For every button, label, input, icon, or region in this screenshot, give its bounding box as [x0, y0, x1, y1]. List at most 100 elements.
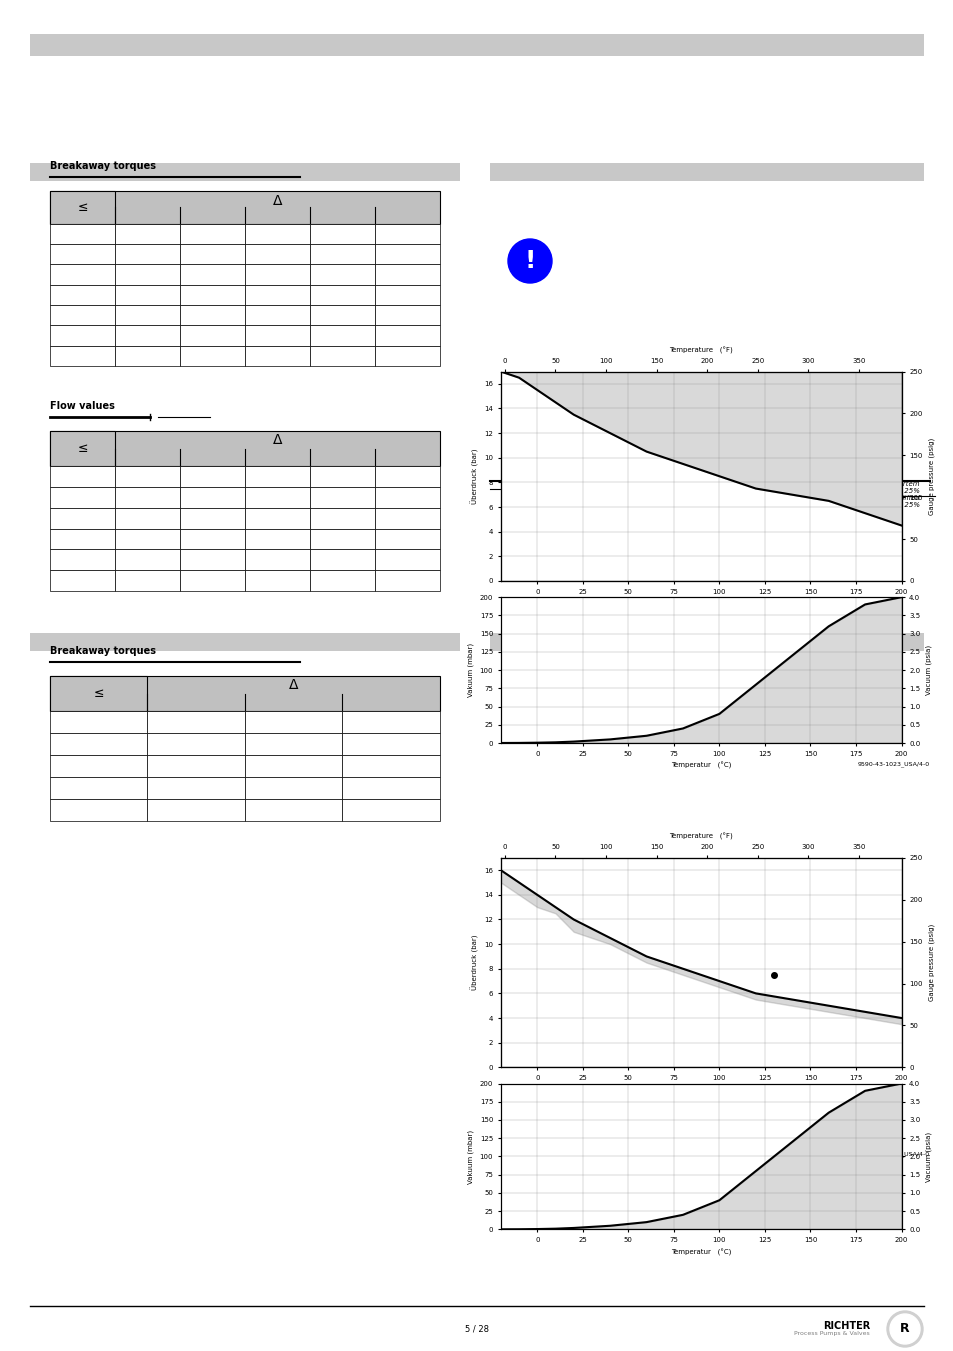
Bar — [180, 466, 245, 486]
Bar — [148, 711, 245, 734]
Bar — [342, 711, 439, 734]
Bar — [245, 508, 310, 528]
Bar — [50, 265, 115, 285]
Text: Flow values: Flow values — [50, 401, 114, 411]
Text: Δ: Δ — [289, 678, 298, 692]
Bar — [245, 486, 310, 508]
Bar — [245, 711, 342, 734]
Bar — [342, 755, 439, 777]
Bar — [180, 245, 245, 265]
Bar — [310, 326, 375, 346]
Bar — [310, 305, 375, 326]
Y-axis label: Überdruck (bar): Überdruck (bar) — [470, 449, 478, 504]
Text: Breakaway torques: Breakaway torques — [50, 646, 156, 657]
Text: !: ! — [524, 249, 536, 273]
Bar — [115, 550, 180, 570]
Bar — [50, 550, 115, 570]
Bar — [245, 326, 310, 346]
Bar — [310, 466, 375, 486]
Bar — [50, 346, 115, 366]
Text: ≤: ≤ — [77, 442, 88, 455]
Circle shape — [889, 1315, 919, 1344]
Bar — [50, 190, 115, 224]
Bar — [115, 285, 180, 305]
Bar — [50, 570, 115, 590]
Bar — [245, 798, 342, 821]
Bar — [245, 285, 310, 305]
Bar — [115, 245, 180, 265]
Bar — [148, 777, 245, 798]
Y-axis label: Gauge pressure (psig): Gauge pressure (psig) — [927, 924, 934, 1001]
Bar — [50, 755, 148, 777]
Bar — [50, 224, 115, 245]
Bar — [115, 528, 180, 550]
Bar — [180, 265, 245, 285]
Bar — [375, 326, 439, 346]
Bar — [115, 486, 180, 508]
Bar — [50, 798, 148, 821]
Bar — [180, 486, 245, 508]
Bar — [115, 326, 180, 346]
Circle shape — [507, 239, 552, 282]
Bar — [375, 346, 439, 366]
Text: Δ: Δ — [273, 193, 282, 208]
Bar — [245, 466, 310, 486]
Bar — [245, 550, 310, 570]
Y-axis label: Vacuum (psia): Vacuum (psia) — [925, 1131, 931, 1182]
Text: RICHTER: RICHTER — [821, 1321, 869, 1331]
Bar — [50, 676, 148, 711]
Bar — [245, 224, 310, 245]
Bar — [310, 550, 375, 570]
Bar — [375, 528, 439, 550]
Bar — [310, 265, 375, 285]
Bar — [30, 34, 923, 55]
Bar — [310, 346, 375, 366]
Bar — [180, 326, 245, 346]
Bar — [375, 224, 439, 245]
Bar — [50, 326, 115, 346]
Text: ≤: ≤ — [77, 201, 88, 213]
X-axis label: Temperatur   (°C): Temperatur (°C) — [670, 1086, 731, 1094]
X-axis label: Temperatur   (°C): Temperatur (°C) — [670, 1248, 731, 1256]
Bar — [180, 285, 245, 305]
Text: 5 / 28: 5 / 28 — [464, 1324, 489, 1333]
Bar — [245, 346, 310, 366]
Text: Δ: Δ — [273, 432, 282, 447]
Text: ≤: ≤ — [93, 688, 104, 700]
Bar — [310, 570, 375, 590]
Bar — [375, 305, 439, 326]
Text: Sitzringe aus modifiziertem
PTFE oder PTFE-Kohle 25%
Seat rings of modified
PTFE: Sitzringe aus modifiziertem PTFE oder PT… — [822, 481, 919, 508]
Bar — [115, 265, 180, 285]
Bar — [50, 508, 115, 528]
Bar — [245, 755, 342, 777]
Text: Breakaway torques: Breakaway torques — [50, 161, 156, 172]
Bar — [50, 431, 115, 466]
X-axis label: Temperature   (°F): Temperature (°F) — [669, 347, 732, 354]
Bar — [375, 245, 439, 265]
Bar — [50, 528, 115, 550]
Bar — [30, 634, 459, 651]
Bar — [310, 528, 375, 550]
Bar — [148, 798, 245, 821]
Y-axis label: Vakuum (mbar): Vakuum (mbar) — [467, 1129, 474, 1183]
Bar — [115, 466, 180, 486]
Y-axis label: Vacuum (psia): Vacuum (psia) — [925, 644, 931, 696]
Bar — [375, 466, 439, 486]
Bar — [375, 486, 439, 508]
Bar — [342, 734, 439, 755]
Bar — [115, 508, 180, 528]
Bar — [50, 245, 115, 265]
Bar — [180, 305, 245, 326]
Bar — [245, 570, 310, 590]
Text: 9590-43-1024_USA/4-0: 9590-43-1024_USA/4-0 — [857, 1151, 929, 1156]
Bar — [310, 486, 375, 508]
Bar — [310, 508, 375, 528]
Bar — [148, 755, 245, 777]
Bar — [245, 528, 310, 550]
Bar — [50, 777, 148, 798]
Text: R: R — [900, 1323, 909, 1336]
Bar — [245, 734, 342, 755]
Y-axis label: Vakuum (mbar): Vakuum (mbar) — [467, 643, 474, 697]
Bar — [50, 466, 115, 486]
Bar — [375, 508, 439, 528]
